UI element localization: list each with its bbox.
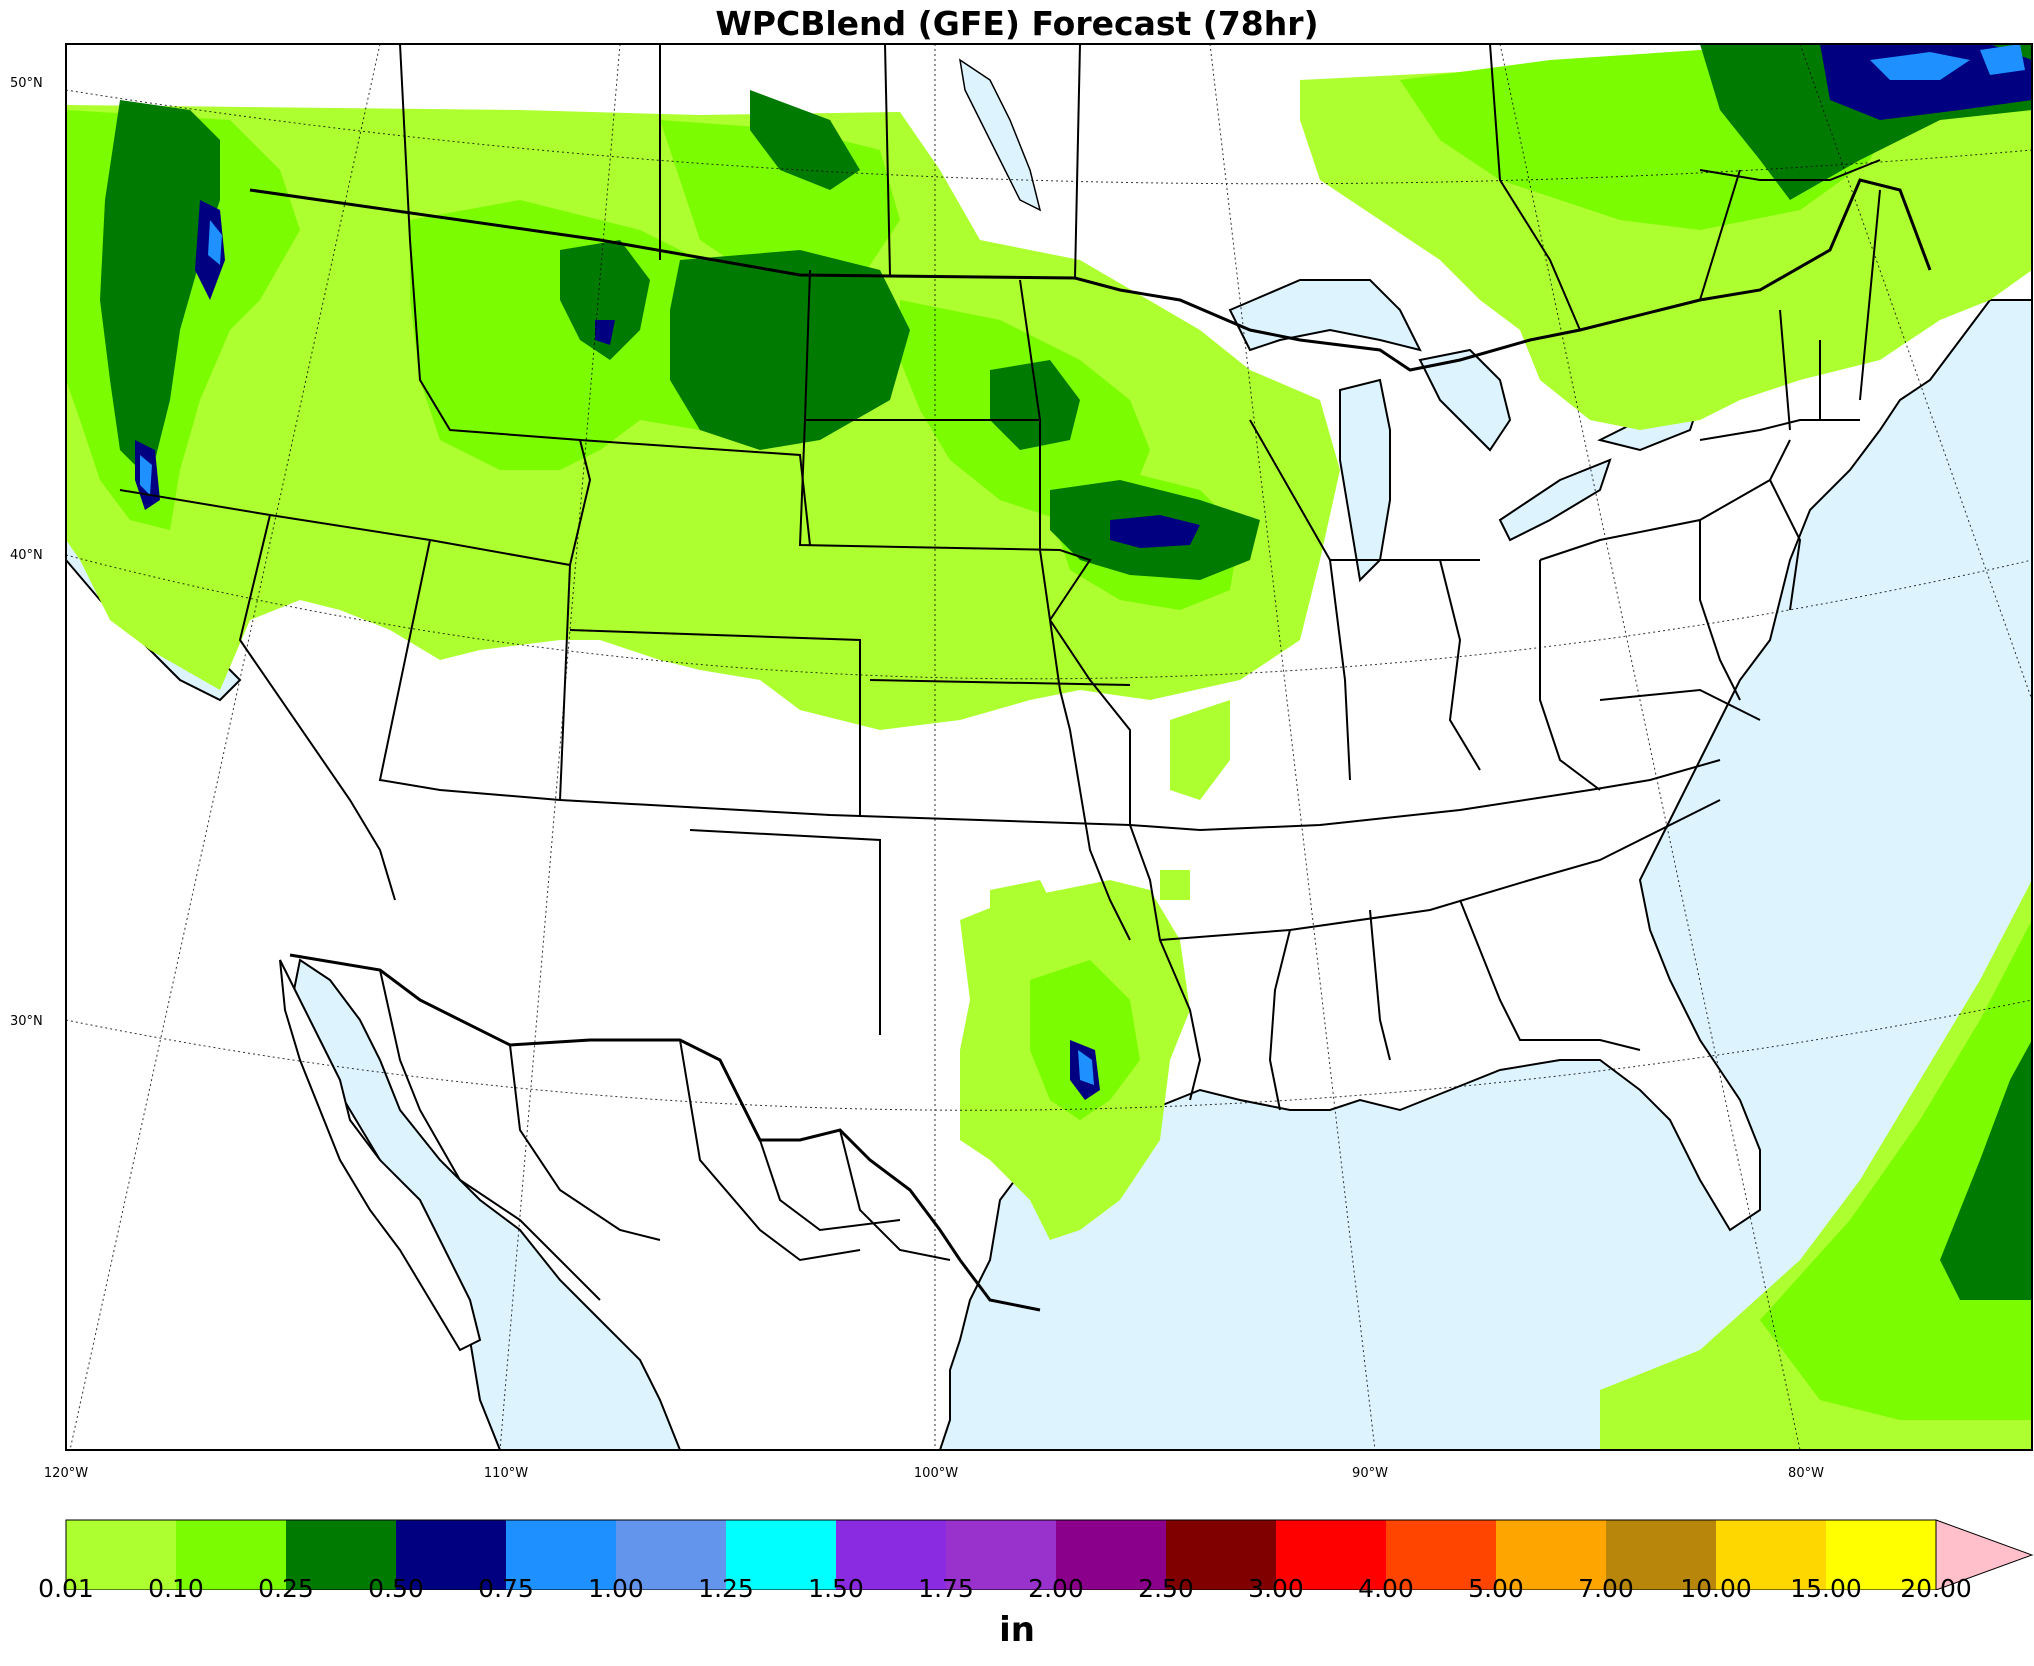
colorbar-tick-label: 1.50	[808, 1574, 864, 1603]
colorbar-swatch	[1716, 1520, 1827, 1590]
colorbar-swatch	[506, 1520, 617, 1590]
colorbar-tick-label: 0.10	[148, 1574, 204, 1603]
lat-label-30: 30°N	[10, 1014, 43, 1029]
colorbar-tick-label: 3.00	[1248, 1574, 1304, 1603]
colorbar-tick-label: 2.50	[1138, 1574, 1194, 1603]
colorbar-tick-label: 0.75	[478, 1574, 534, 1603]
colorbar-swatch	[1826, 1520, 1937, 1590]
colorbar-tick-label: 1.75	[918, 1574, 974, 1603]
lon-label-80: 80°W	[1788, 1466, 1824, 1481]
colorbar-tick-label: 15.00	[1790, 1574, 1862, 1603]
colorbar-swatch	[616, 1520, 727, 1590]
colorbar-swatch	[1166, 1520, 1277, 1590]
lon-label-120: 120°W	[43, 1466, 89, 1481]
precip-0.25	[100, 44, 2032, 1300]
precipitation-map	[65, 43, 2033, 1451]
colorbar-swatch	[176, 1520, 287, 1590]
colorbar-tick-label: 7.00	[1578, 1574, 1634, 1603]
colorbar-swatch	[396, 1520, 507, 1590]
colorbar-tick-label: 0.01	[38, 1574, 94, 1603]
colorbar-swatch	[836, 1520, 947, 1590]
colorbar-tick-label: 0.50	[368, 1574, 424, 1603]
colorbar-tick-label: 10.00	[1680, 1574, 1752, 1603]
colorbar-swatch	[1386, 1520, 1497, 1590]
units-label: in	[999, 1610, 1035, 1650]
colorbar-tick-label: 20.00	[1900, 1574, 1972, 1603]
colorbar-frame	[65, 1519, 1937, 1590]
colorbar-swatch	[1606, 1520, 1717, 1590]
colorbar-tick-label: 4.00	[1358, 1574, 1414, 1603]
lon-label-100: 100°W	[913, 1466, 959, 1481]
colorbar-swatch	[946, 1520, 1057, 1590]
colorbar-swatch	[1276, 1520, 1387, 1590]
colorbar-tick-label: 2.00	[1028, 1574, 1084, 1603]
colorbar-swatch	[66, 1520, 177, 1590]
lake-winnipeg	[958, 58, 1042, 212]
lon-label-90: 90°W	[1352, 1466, 1388, 1481]
lat-label-40: 40°N	[10, 548, 43, 563]
map-frame	[65, 43, 2033, 1451]
colorbar-tick-label: 1.00	[588, 1574, 644, 1603]
colorbar-swatch	[1056, 1520, 1167, 1590]
map-title: WPCBlend (GFE) Forecast (78hr)	[715, 4, 1319, 43]
colorbar-tick-label: 1.25	[698, 1574, 754, 1603]
lat-label-50: 50°N	[10, 76, 43, 91]
baja-peninsula	[279, 959, 482, 1352]
colorbar-swatch	[726, 1520, 837, 1590]
borders	[119, 44, 1932, 1312]
colorbar-tick-label: 0.25	[258, 1574, 314, 1603]
colorbar-swatch	[1496, 1520, 1607, 1590]
colorbar-tick-label: 5.00	[1468, 1574, 1524, 1603]
lon-label-110: 110°W	[483, 1466, 529, 1481]
colorbar	[65, 1519, 2034, 1590]
colorbar-swatch	[286, 1520, 397, 1590]
precip-0.75	[140, 44, 2025, 1085]
graticule	[66, 44, 2032, 1450]
